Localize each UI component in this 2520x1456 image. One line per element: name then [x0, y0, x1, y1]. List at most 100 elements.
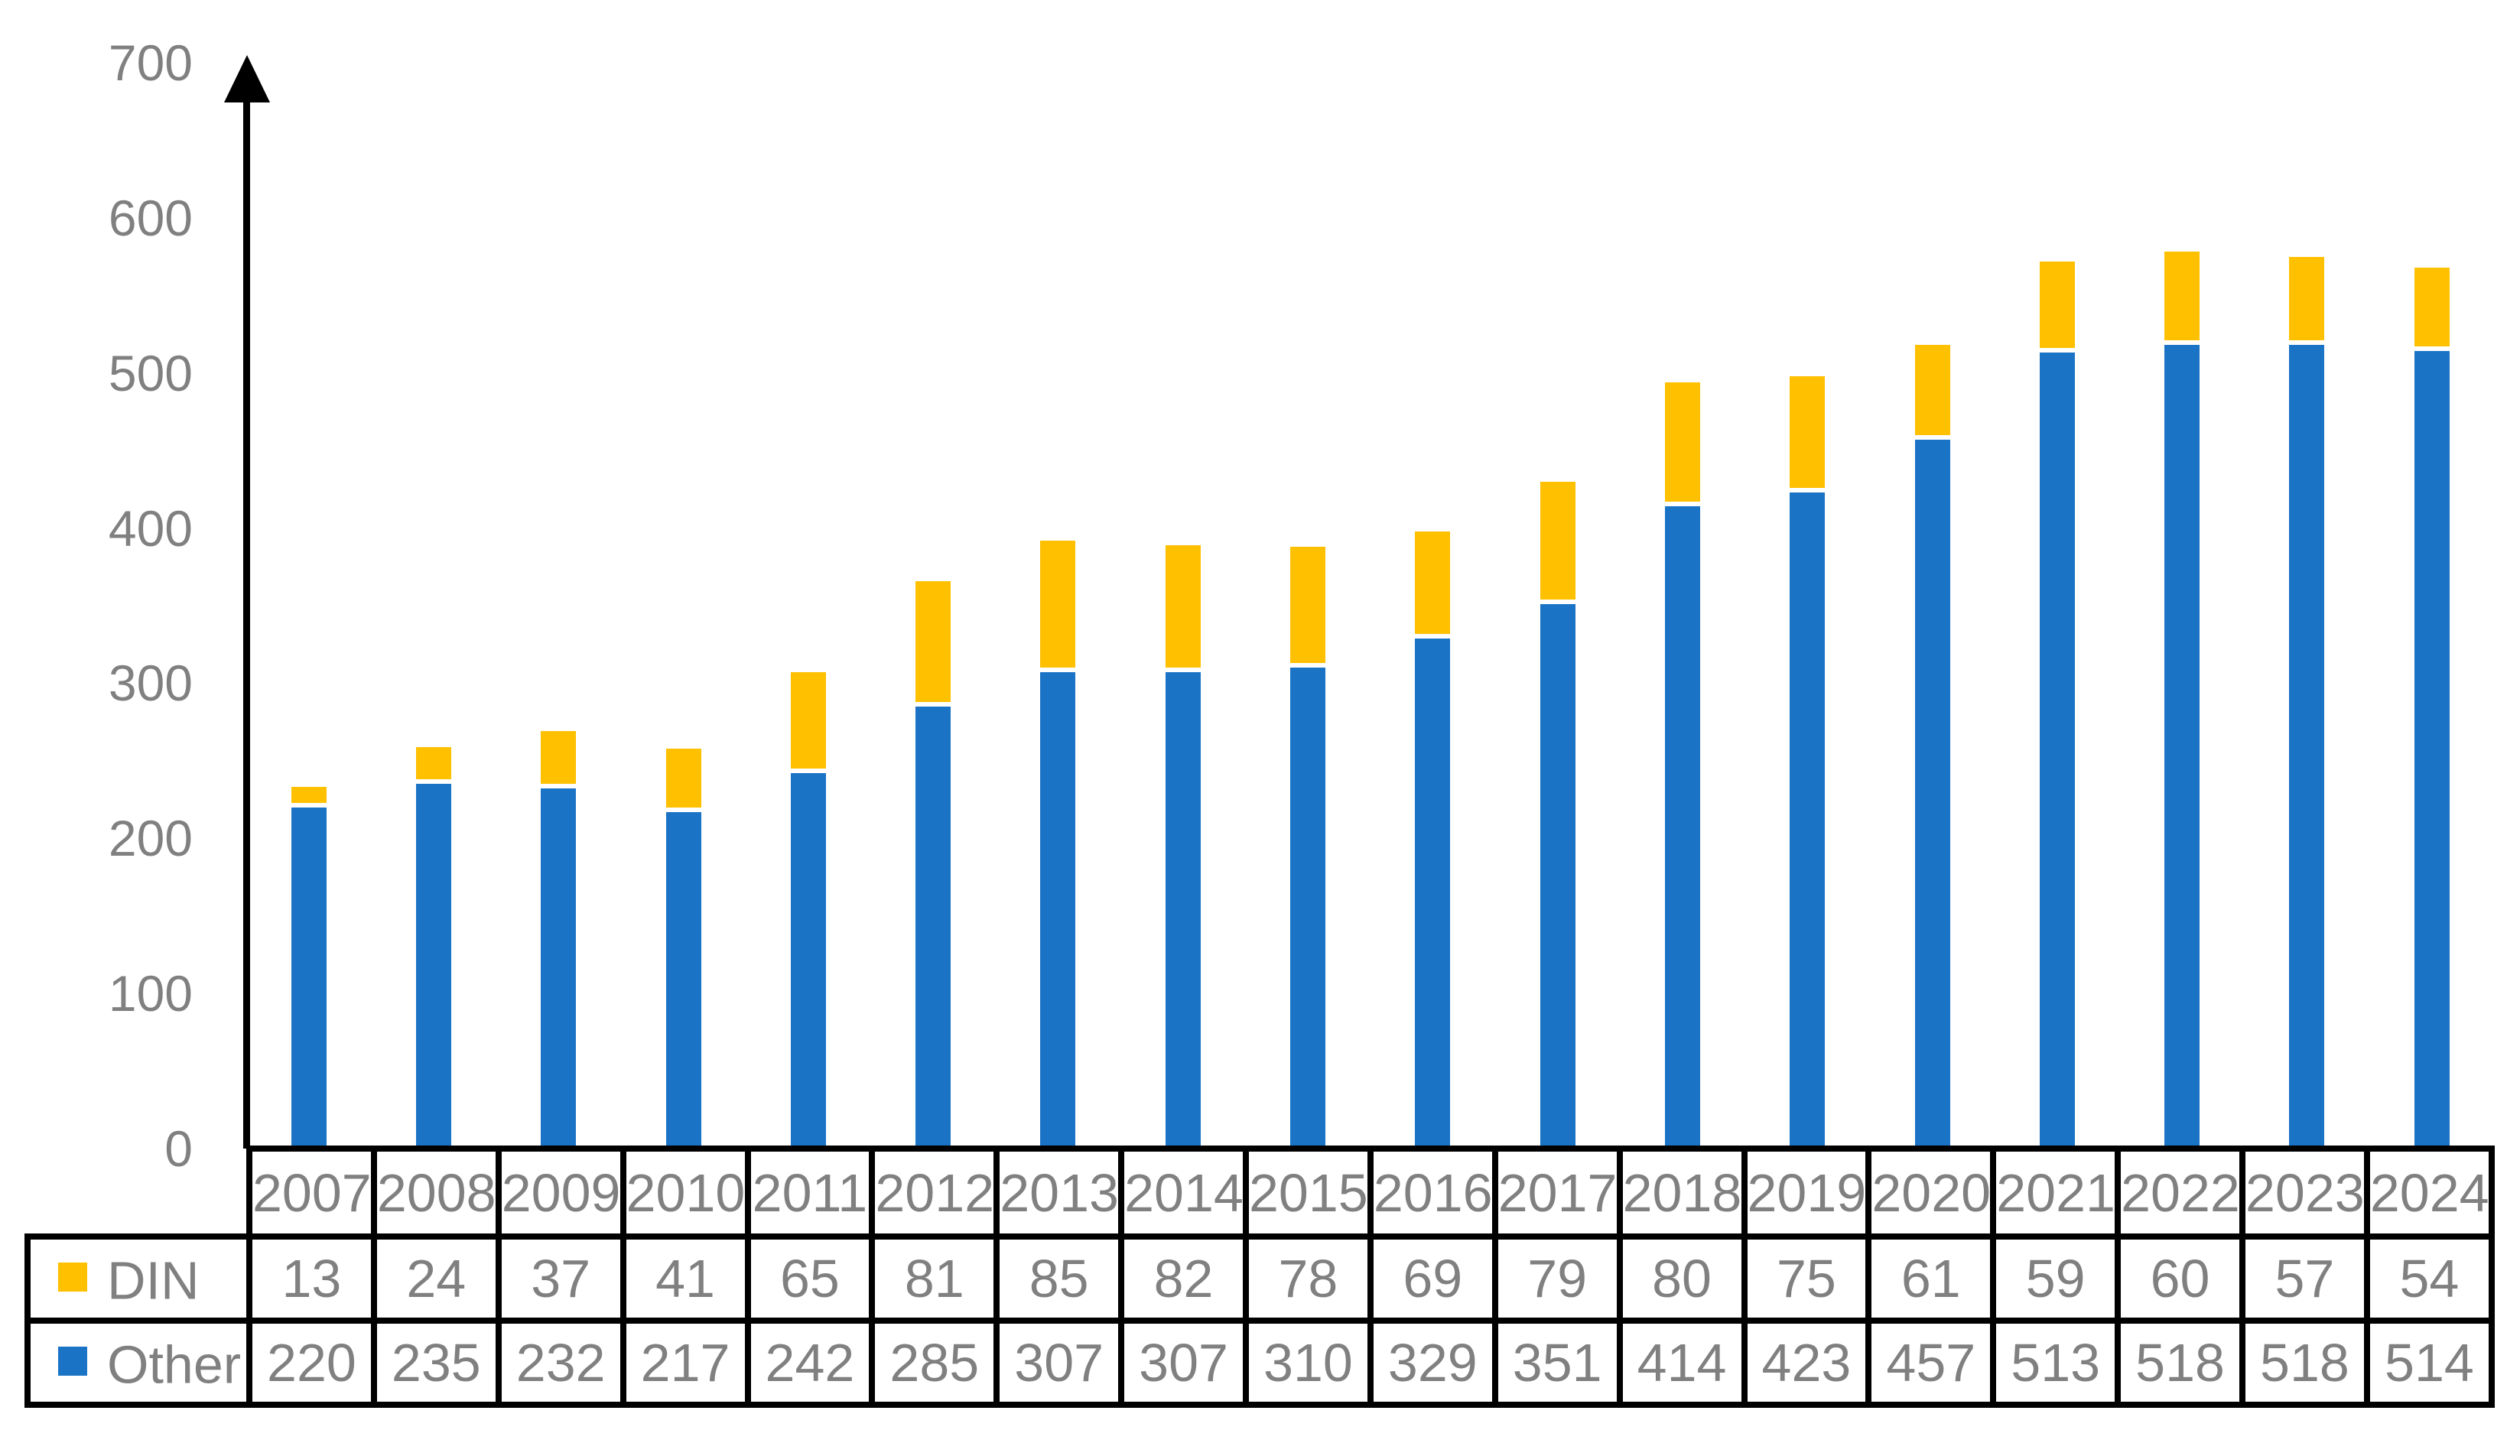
- bar-segment-other: [2039, 353, 2075, 1149]
- bar-segment-din: [1040, 540, 1076, 668]
- other-value-cell: 285: [869, 1318, 1000, 1408]
- other-value-cell: 329: [1367, 1318, 1498, 1408]
- year-cell: 2010: [619, 1146, 751, 1240]
- bar-segment-other: [1040, 672, 1076, 1149]
- other-value-cell: 232: [495, 1318, 626, 1408]
- bar-segment-din: [1914, 345, 1950, 435]
- table-row-years: 2007 2008 2009 2010 2011 2012 2013 2014 2015 2016…: [28, 1146, 2496, 1240]
- bar-segment-other: [2414, 351, 2450, 1149]
- year-cell: 2007: [246, 1146, 377, 1240]
- y-axis-line: [243, 88, 250, 1149]
- din-value-cell: 79: [1491, 1233, 1623, 1324]
- year-cell: 2013: [993, 1146, 1125, 1240]
- year-cell: 2021: [1990, 1146, 2122, 1240]
- year-cell: 2008: [370, 1146, 502, 1240]
- bar-segment-din: [915, 580, 951, 702]
- bar-segment-other: [1790, 492, 1826, 1149]
- bar-segment-other: [2289, 345, 2325, 1149]
- bar-segment-din: [665, 748, 701, 808]
- bar-segment-din: [1290, 546, 1326, 664]
- other-value-cell: 514: [2363, 1318, 2496, 1408]
- y-tick-label: 200: [108, 810, 193, 867]
- bar-segment-din: [415, 746, 451, 780]
- bar-segment-other: [790, 773, 826, 1149]
- table-row-din: DIN 13 24 37 41 65 81 85 82 78 69 79 80 75 61 59 60 57 54: [24, 1233, 2496, 1324]
- year-cell: 2011: [744, 1146, 876, 1240]
- other-value-cell: 220: [246, 1318, 377, 1408]
- legend-label: DIN: [107, 1250, 200, 1311]
- year-cell: 2015: [1243, 1146, 1374, 1240]
- other-value-cell: 307: [993, 1318, 1125, 1408]
- din-value-cell: 81: [869, 1233, 1000, 1324]
- y-tick-label: 500: [108, 344, 193, 401]
- din-value-cell: 80: [1616, 1233, 1748, 1324]
- bar-segment-din: [2289, 256, 2325, 341]
- din-value-cell: 24: [370, 1233, 502, 1324]
- other-value-cell: 310: [1243, 1318, 1374, 1408]
- bar-segment-other: [1415, 638, 1451, 1149]
- table-row-other: Other 220 235 232 217 242 285 307 307 310 329 351 41…: [24, 1318, 2496, 1408]
- year-cell: 2012: [869, 1146, 1000, 1240]
- bar-segment-din: [291, 787, 327, 803]
- y-tick-label: 0: [164, 1120, 193, 1177]
- bar-segment-other: [541, 788, 577, 1149]
- bar-segment-other: [665, 811, 701, 1149]
- legend-label: Other: [107, 1334, 242, 1395]
- other-value-cell: 235: [370, 1318, 502, 1408]
- legend-cell-din: DIN: [24, 1233, 252, 1324]
- din-value-cell: 59: [1990, 1233, 2122, 1324]
- y-tick-label: 300: [108, 655, 193, 712]
- din-value-cell: 69: [1367, 1233, 1498, 1324]
- bar-segment-other: [2164, 345, 2200, 1149]
- din-color-swatch-icon: [58, 1262, 87, 1292]
- bar-segment-din: [1415, 531, 1451, 634]
- bar-segment-din: [2414, 267, 2450, 347]
- year-cell: 2020: [1865, 1146, 1997, 1240]
- din-value-cell: 37: [495, 1233, 626, 1324]
- other-value-cell: 414: [1616, 1318, 1748, 1408]
- y-tick-label: 100: [108, 965, 193, 1022]
- year-cell: 2018: [1616, 1146, 1748, 1240]
- year-cell: 2016: [1367, 1146, 1498, 1240]
- din-value-cell: 54: [2363, 1233, 2496, 1324]
- other-value-cell: 518: [2115, 1318, 2245, 1408]
- bar-segment-din: [2164, 252, 2200, 341]
- other-value-cell: 513: [1990, 1318, 2122, 1408]
- other-color-swatch-icon: [58, 1346, 87, 1376]
- bar-segment-other: [291, 807, 327, 1149]
- bar-segment-other: [415, 784, 451, 1149]
- din-value-cell: 85: [993, 1233, 1125, 1324]
- other-value-cell: 307: [1118, 1318, 1249, 1408]
- other-value-cell: 423: [1741, 1318, 1872, 1408]
- din-value-cell: 13: [246, 1233, 377, 1324]
- bar-segment-din: [1790, 375, 1826, 488]
- din-value-cell: 57: [2239, 1233, 2370, 1324]
- data-table: 2007 2008 2009 2010 2011 2012 2013 2014 2015 2016…: [24, 1146, 2496, 1408]
- year-cell: 2024: [2363, 1146, 2496, 1240]
- year-cell: 2009: [495, 1146, 626, 1240]
- bar-segment-other: [1165, 672, 1201, 1149]
- bar-segment-din: [790, 672, 826, 769]
- y-tick-label: 400: [108, 499, 193, 557]
- year-cell: 2022: [2115, 1146, 2245, 1240]
- bar-segment-other: [1914, 439, 1950, 1149]
- other-value-cell: 518: [2239, 1318, 2370, 1408]
- legend-cell-other: Other: [24, 1318, 252, 1408]
- din-value-cell: 61: [1865, 1233, 1997, 1324]
- din-value-cell: 82: [1118, 1233, 1249, 1324]
- other-value-cell: 457: [1865, 1318, 1997, 1408]
- din-value-cell: 78: [1243, 1233, 1374, 1324]
- din-value-cell: 75: [1741, 1233, 1872, 1324]
- bar-segment-din: [1540, 481, 1575, 600]
- other-value-cell: 242: [744, 1318, 876, 1408]
- y-tick-label: 700: [108, 34, 193, 91]
- year-cell: 2014: [1118, 1146, 1249, 1240]
- din-value-cell: 41: [619, 1233, 751, 1324]
- bar-segment-other: [915, 706, 951, 1149]
- din-value-cell: 60: [2115, 1233, 2245, 1324]
- din-value-cell: 65: [744, 1233, 876, 1324]
- bar-segment-din: [1165, 544, 1201, 668]
- year-cell: 2023: [2239, 1146, 2370, 1240]
- bar-segment-other: [1290, 668, 1326, 1149]
